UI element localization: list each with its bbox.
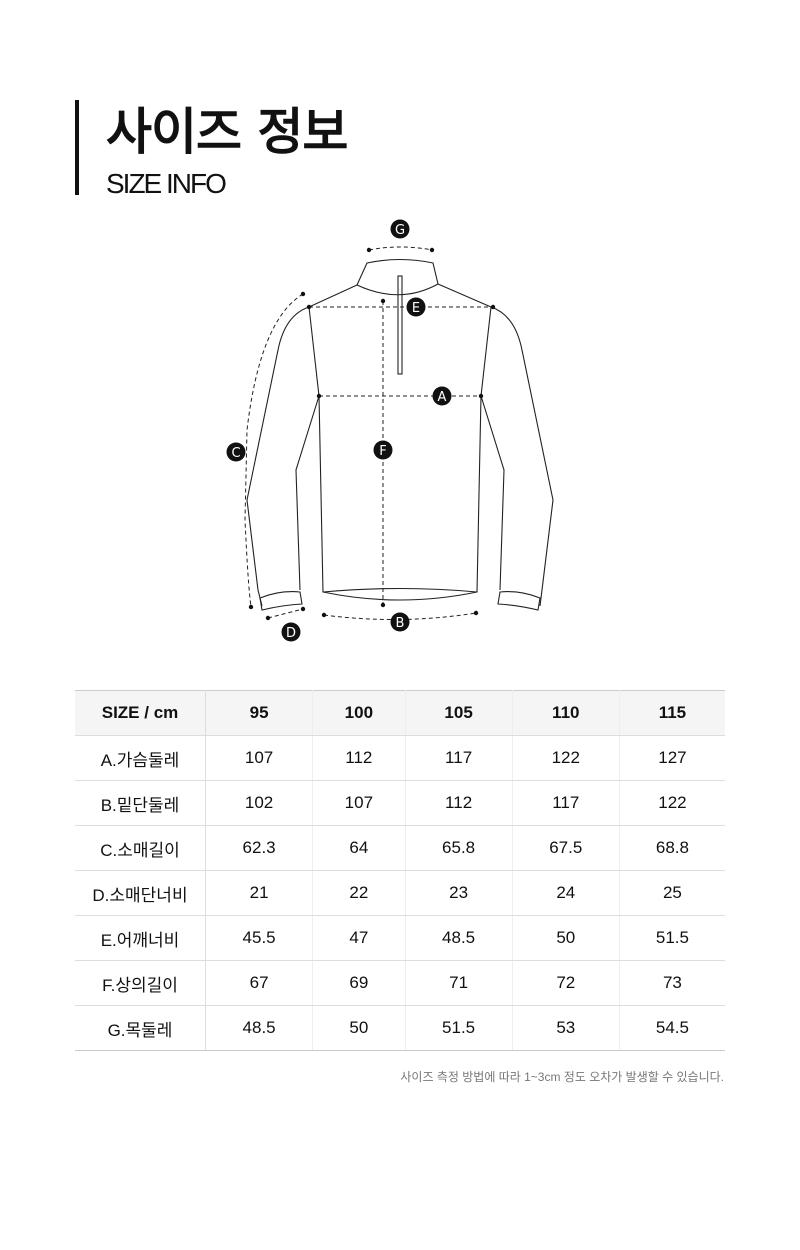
cell-value: 50 [512, 915, 620, 961]
cell-value: 65.8 [405, 825, 513, 871]
cell-value: 45.5 [205, 915, 314, 961]
title-accent-bar [75, 100, 79, 195]
table-row: D.소매단너비 21 22 23 24 25 [75, 870, 725, 916]
cell-value: 25 [619, 870, 725, 916]
svg-text:E: E [412, 301, 420, 316]
marker-a: A [432, 386, 452, 406]
table-row: E.어깨너비 45.5 47 48.5 50 51.5 [75, 915, 725, 961]
cell-value: 64 [312, 825, 406, 871]
marker-f: F [373, 440, 393, 460]
cell-value: 62.3 [205, 825, 314, 871]
cell-value: 47 [312, 915, 406, 961]
cell-value: 68.8 [619, 825, 725, 871]
marker-b: B [390, 612, 410, 632]
table-row: G.목둘레 48.5 50 51.5 53 54.5 [75, 1005, 725, 1051]
cell-value: 67.5 [512, 825, 620, 871]
cell-value: 22 [312, 870, 406, 916]
header-cell: 105 [405, 690, 513, 736]
table-row: A.가슴둘레 107 112 117 122 127 [75, 735, 725, 781]
marker-g: G [390, 219, 410, 239]
row-label: A.가슴둘레 [75, 735, 206, 781]
cell-value: 112 [405, 780, 513, 826]
svg-text:D: D [286, 626, 296, 641]
garment-measurement-diagram: G E A F C B D [226, 219, 554, 642]
page-subtitle: SIZE INFO [106, 168, 227, 199]
header-cell: SIZE / cm [75, 690, 206, 736]
table-row: F.상의길이 67 69 71 72 73 [75, 960, 725, 1006]
cell-value: 122 [619, 780, 725, 826]
cell-value: 23 [405, 870, 513, 916]
marker-c: C [226, 442, 246, 462]
size-table: SIZE / cm 95 100 105 110 115 A.가슴둘레 107 11… [75, 690, 725, 1051]
header-cell: 95 [205, 690, 314, 736]
row-label: D.소매단너비 [75, 870, 206, 916]
header-cell: 110 [512, 690, 620, 736]
cell-value: 67 [205, 960, 314, 1006]
svg-text:C: C [231, 446, 240, 461]
cell-value: 71 [405, 960, 513, 1006]
marker-e: E [406, 297, 426, 317]
table-header-row: SIZE / cm 95 100 105 110 115 [75, 690, 725, 736]
cell-value: 117 [405, 735, 513, 781]
cell-value: 69 [312, 960, 406, 1006]
cell-value: 51.5 [619, 915, 725, 961]
page-title: 사이즈 정보 [106, 103, 348, 161]
svg-text:B: B [396, 616, 405, 631]
svg-text:G: G [395, 223, 405, 238]
cell-value: 117 [512, 780, 620, 826]
cell-value: 24 [512, 870, 620, 916]
cell-value: 102 [205, 780, 314, 826]
row-label: E.어깨너비 [75, 915, 206, 961]
row-label: C.소매길이 [75, 825, 206, 871]
cell-value: 112 [312, 735, 406, 781]
row-label: B.밑단둘레 [75, 780, 206, 826]
marker-d: D [281, 622, 301, 642]
jacket-outline [246, 258, 554, 611]
cell-value: 51.5 [405, 1005, 513, 1051]
cell-value: 48.5 [405, 915, 513, 961]
table-row: C.소매길이 62.3 64 65.8 67.5 68.8 [75, 825, 725, 871]
header-cell: 100 [312, 690, 406, 736]
cell-value: 73 [619, 960, 725, 1006]
cell-value: 72 [512, 960, 620, 1006]
cell-value: 48.5 [205, 1005, 314, 1051]
cell-value: 54.5 [619, 1005, 725, 1051]
table-row: B.밑단둘레 102 107 112 117 122 [75, 780, 725, 826]
cell-value: 21 [205, 870, 314, 916]
svg-text:F: F [379, 444, 386, 459]
cell-value: 50 [312, 1005, 406, 1051]
cell-value: 53 [512, 1005, 620, 1051]
measurement-note: 사이즈 측정 방법에 따라 1~3cm 정도 오차가 발생할 수 있습니다. [400, 1070, 724, 1084]
measurement-points [248, 247, 496, 621]
cell-value: 122 [512, 735, 620, 781]
cell-value: 127 [619, 735, 725, 781]
row-label: G.목둘레 [75, 1005, 206, 1051]
svg-text:A: A [438, 390, 447, 405]
cell-value: 107 [312, 780, 406, 826]
row-label: F.상의길이 [75, 960, 206, 1006]
cell-value: 107 [205, 735, 314, 781]
header-cell: 115 [619, 690, 725, 736]
measurement-lines [244, 246, 493, 621]
